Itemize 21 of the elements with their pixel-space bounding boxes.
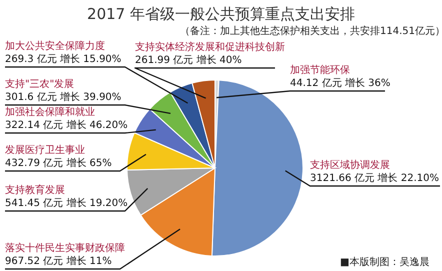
text: ■本版制图：吴逸晨 <box>340 256 430 268</box>
data-label: 967.52 亿元 增长 11% <box>5 255 112 267</box>
slice-label: 落实十件民生实事财政保障 <box>5 242 125 254</box>
text: （备注：加上其他生态保护相关支出，共安排114.51亿元） <box>180 25 442 37</box>
data-label: 322.14 亿元 增长 46.20% <box>5 119 128 131</box>
data-label: 269.3 亿元 增长 15.90% <box>5 53 122 65</box>
slice-label: 发展医疗卫生事业 <box>5 144 85 156</box>
slice-label: 加强节能环保 <box>290 64 350 76</box>
slice-label: 加大公共安全保障力度 <box>5 40 105 52</box>
chart-title: 2017 年省级一般公共预算重点支出安排 <box>87 5 355 23</box>
slice-label: 支持区域协调发展 <box>310 159 390 171</box>
slice-label: 支持教育发展 <box>5 184 65 196</box>
data-label: 44.12 亿元 增长 36% <box>290 77 390 89</box>
data-label: 3121.66 亿元 增长 22.10% <box>310 172 440 184</box>
data-label: 541.45 亿元 增长 19.20% <box>5 197 128 209</box>
slice-label: 加强社会保障和就业 <box>5 106 95 118</box>
data-label: 301.6 亿元 增长 39.90% <box>5 91 122 103</box>
slice-label: 支持实体经济发展和促进科技创新 <box>135 41 285 53</box>
data-label: 261.99 亿元 增长 40% <box>135 54 242 66</box>
data-label: 432.79 亿元 增长 65% <box>5 157 112 169</box>
slice-label: 支持"三农"发展 <box>5 78 74 90</box>
